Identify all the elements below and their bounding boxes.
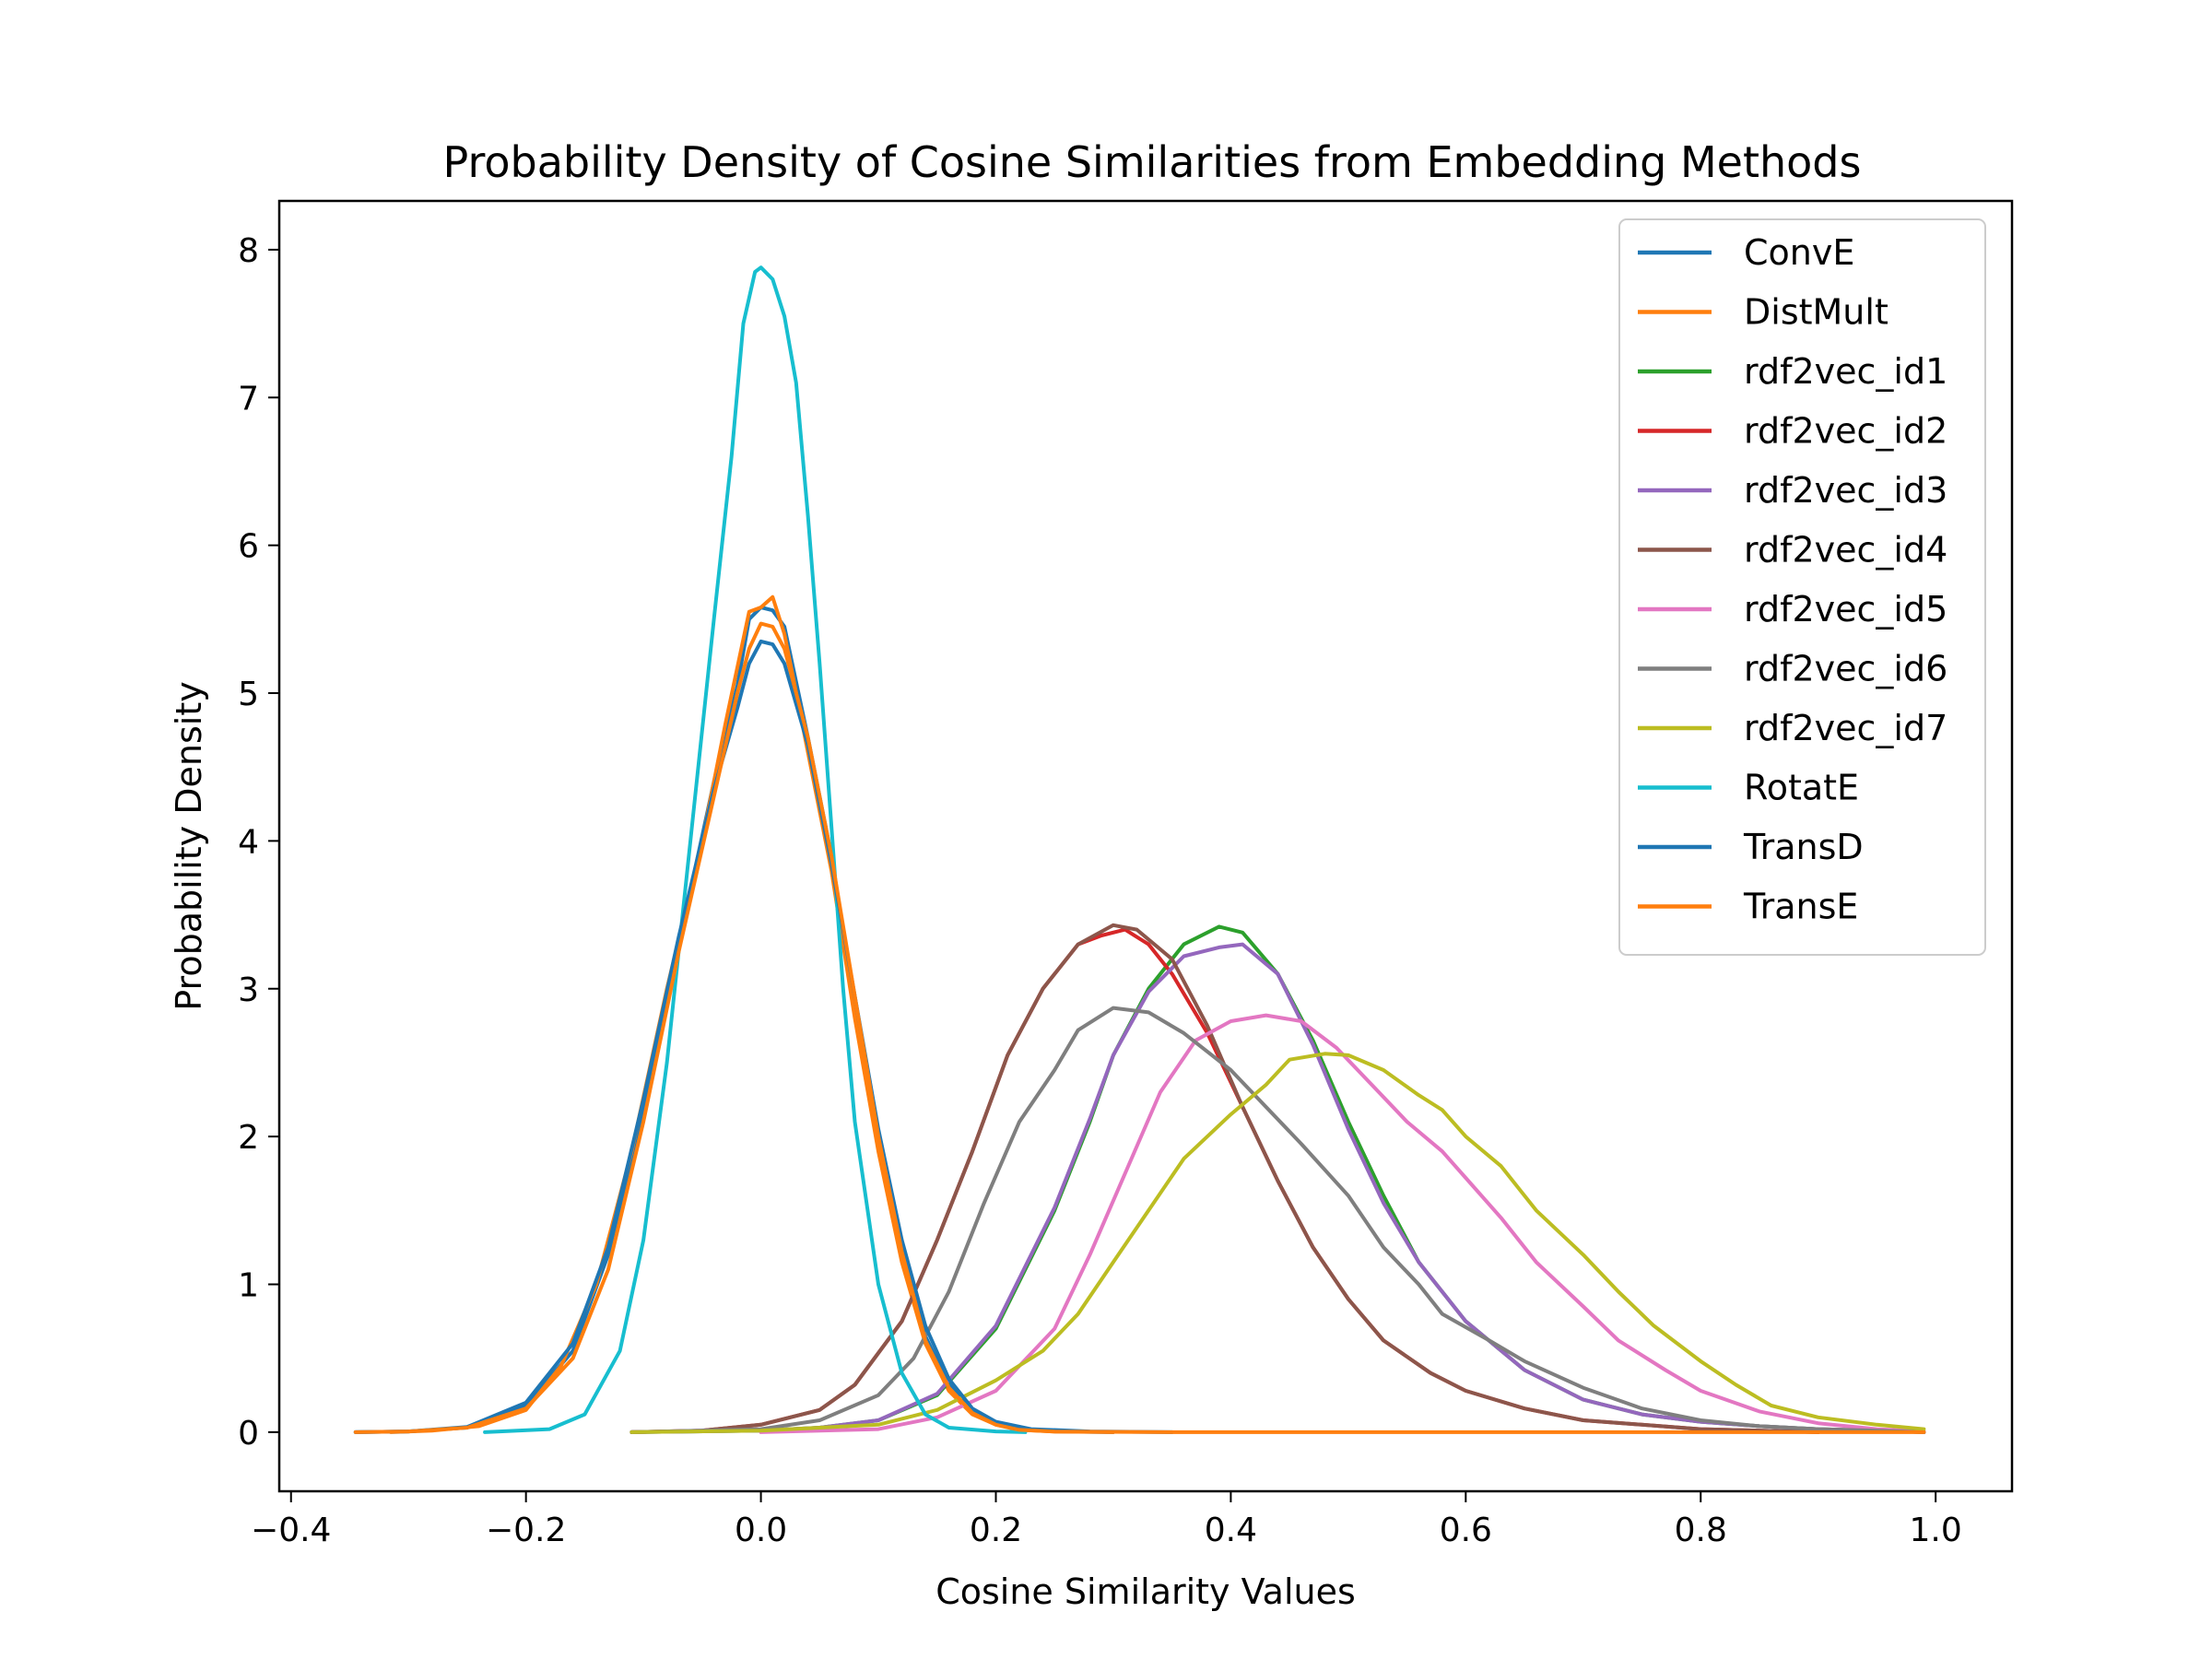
- y-tick-label: 0: [238, 1415, 259, 1453]
- series-line-rotate: [483, 265, 1028, 1434]
- legend-label-distmult: DistMult: [1744, 292, 1888, 333]
- x-tick-label: 0.0: [735, 1512, 787, 1549]
- legend-label-rdf2vec-id2: rdf2vec_id2: [1744, 411, 1947, 452]
- y-tick-label: 7: [238, 380, 259, 418]
- legend-label-rdf2vec-id4: rdf2vec_id4: [1744, 530, 1947, 571]
- x-tick-label: −0.2: [486, 1512, 566, 1549]
- plot-area-frame: [277, 199, 2014, 1493]
- x-axis: −0.4 −0.2 0.0 0.2 0.4 0.6 0.8 1.0: [251, 1491, 1962, 1549]
- y-tick-label: 1: [238, 1266, 259, 1304]
- y-tick-label: 3: [238, 971, 259, 1009]
- series-line-transd: [353, 639, 1174, 1434]
- series-line-rdf2vec-id5: [759, 1013, 1926, 1434]
- series-line-rdf2vec-id4: [629, 923, 1820, 1434]
- chart-title: Probability Density of Cosine Similariti…: [443, 137, 1862, 187]
- legend-label-conve: ConvE: [1744, 232, 1854, 273]
- legend-label-rdf2vec-id7: rdf2vec_id7: [1744, 708, 1947, 748]
- legend-label-transe: TransE: [1743, 887, 1858, 927]
- series-layer: [353, 265, 1926, 1434]
- y-tick-label: 6: [238, 528, 259, 566]
- x-tick-label: 0.8: [1675, 1512, 1727, 1549]
- legend-label-rdf2vec-id5: rdf2vec_id5: [1744, 589, 1947, 629]
- series-line-rdf2vec-id6: [629, 1006, 1926, 1434]
- legend-label-rotate: RotatE: [1744, 768, 1859, 808]
- x-tick-label: 0.2: [970, 1512, 1022, 1549]
- y-tick-label: 2: [238, 1119, 259, 1157]
- series-line-transe: [353, 621, 1926, 1434]
- series-line-rdf2vec-id3: [629, 942, 1926, 1434]
- x-tick-label: 1.0: [1910, 1512, 1962, 1549]
- legend-label-rdf2vec-id6: rdf2vec_id6: [1744, 649, 1947, 689]
- x-tick-label: −0.4: [251, 1512, 331, 1549]
- y-axis: 0 1 2 3 4 5 6 7 8: [238, 232, 279, 1453]
- y-tick-label: 5: [238, 676, 259, 713]
- legend-label-rdf2vec-id3: rdf2vec_id3: [1744, 470, 1947, 511]
- y-tick-label: 8: [238, 232, 259, 270]
- x-tick-label: 0.6: [1440, 1512, 1492, 1549]
- x-axis-label: Cosine Similarity Values: [935, 1571, 1356, 1612]
- legend-label-rdf2vec-id1: rdf2vec_id1: [1744, 351, 1947, 392]
- legend: ConvE DistMult rdf2vec_id1 rdf2vec_id2 rdf2v…: [1618, 218, 1986, 956]
- y-axis-label: Probability Density: [169, 681, 209, 1010]
- y-tick-label: 4: [238, 823, 259, 861]
- series-line-rdf2vec-id7: [629, 1052, 1926, 1434]
- x-tick-label: 0.4: [1205, 1512, 1257, 1549]
- legend-box: [1618, 218, 1986, 956]
- legend-label-transd: TransD: [1743, 827, 1864, 867]
